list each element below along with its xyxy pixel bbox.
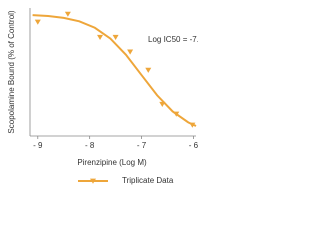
x-tick-label: - 6	[189, 141, 198, 150]
data-point	[127, 49, 134, 55]
y-axis-label: Scopolamine Bound (% of Control)	[7, 10, 16, 134]
data-point	[112, 34, 119, 40]
annotation: Log IC50 = -7.0	[148, 35, 198, 44]
data-point	[64, 11, 71, 17]
data-point	[97, 34, 104, 40]
data-point	[189, 122, 196, 128]
data-point	[159, 101, 166, 108]
x-axis-label: Pirenzipine (Log M)	[77, 158, 147, 167]
fit-curve	[32, 14, 197, 127]
x-tick-label: - 7	[137, 141, 147, 150]
x-tick-label: - 9	[33, 141, 43, 150]
data-point	[145, 67, 152, 73]
data-point	[34, 19, 41, 25]
chart: Scopolamine Bound (% of Control) Pirenzi…	[7, 8, 198, 185]
legend-marker	[90, 178, 96, 184]
x-tick-label: - 8	[85, 141, 95, 150]
legend-label: Triplicate Data	[122, 176, 174, 185]
data-point	[173, 111, 180, 117]
